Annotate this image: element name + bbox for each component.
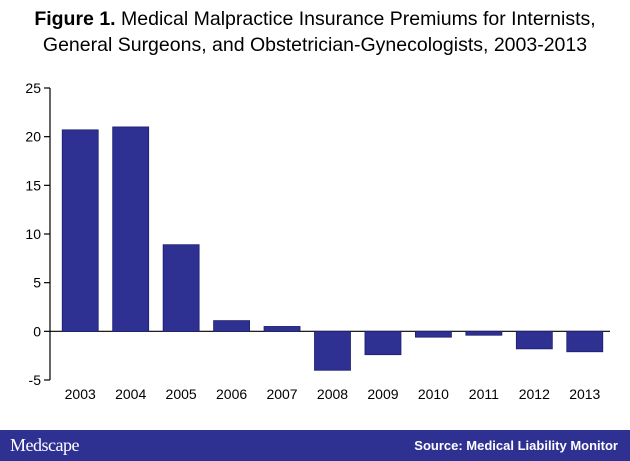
bar-2004 [112, 126, 150, 332]
bar-2009 [364, 330, 402, 356]
footer-bar: Medscape Source: Medical Liability Monit… [0, 430, 630, 461]
x-tick-label: 2005 [166, 386, 197, 402]
bar-2011 [465, 330, 503, 336]
x-tick-label: 2008 [317, 386, 348, 402]
y-tick-label: -5 [29, 372, 42, 388]
medscape-logo: Medscape [10, 435, 79, 455]
y-tick-label: 0 [33, 323, 41, 339]
y-tick-label: 25 [25, 80, 41, 96]
x-tick-label: 2011 [469, 386, 499, 402]
x-tick-label: 2007 [266, 386, 297, 402]
source-credit: Source: Medical Liability Monitor [414, 438, 618, 453]
x-tick-label: 2010 [418, 386, 449, 402]
y-tick-label: 15 [25, 177, 41, 193]
x-tick-label: 2003 [65, 386, 96, 402]
y-tick-label: 10 [25, 226, 41, 242]
y-tick-label: 5 [33, 275, 41, 291]
x-tick-label: 2009 [367, 386, 398, 402]
bar-2010 [415, 330, 452, 338]
y-tick-label: 20 [25, 129, 41, 145]
x-tick-label: 2006 [216, 386, 247, 402]
title-line-2: General Surgeons, and Obstetrician-Gynec… [42, 34, 588, 56]
x-tick-label: 2004 [115, 386, 146, 402]
bar-2007 [263, 326, 301, 332]
chart-title: Figure 1. Medical Malpractice Insurance … [0, 6, 630, 58]
bar-2008 [314, 330, 351, 371]
x-tick-label: 2013 [569, 386, 600, 402]
title-line-1: Medical Malpractice Insurance Premiums f… [121, 8, 596, 30]
figure-label: Figure 1. [34, 8, 116, 30]
x-tick-labels: 2003 2004 2005 2006 2007 2008 2009 2010 2011 2012… [65, 386, 601, 402]
bars [61, 126, 604, 371]
bar-2003 [61, 129, 99, 332]
x-tick-label: 2012 [519, 386, 550, 402]
bar-2006 [213, 320, 250, 332]
bar-2012 [515, 330, 553, 350]
bar-2005 [162, 244, 200, 332]
bar-2013 [566, 330, 604, 353]
